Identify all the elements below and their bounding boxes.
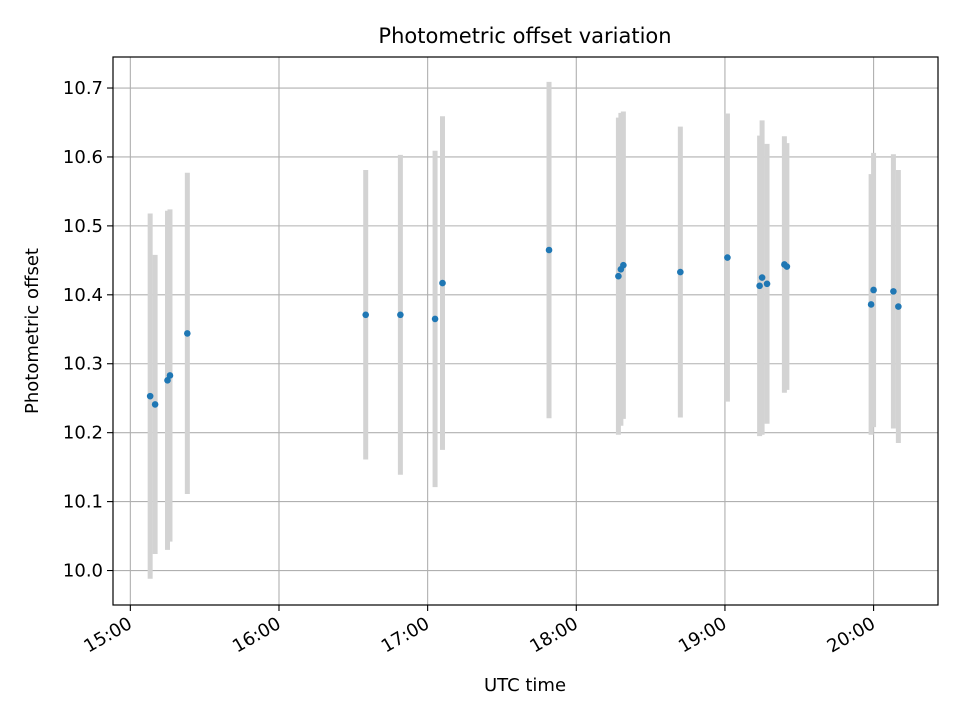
data-point: [620, 261, 627, 269]
y-tick-label: 10.1: [63, 492, 103, 513]
data-point: [895, 303, 902, 310]
y-tick-label: 10.2: [63, 423, 103, 444]
data-point: [890, 288, 897, 295]
y-tick-label: 10.4: [63, 285, 103, 306]
data-points: [146, 246, 902, 408]
data-point: [439, 279, 446, 287]
y-tick-label: 10.0: [63, 561, 103, 582]
y-tick-label: 10.5: [63, 216, 103, 237]
y-tick-label: 10.7: [63, 78, 103, 99]
data-point: [431, 315, 439, 323]
data-point: [362, 311, 370, 319]
data-point: [867, 301, 875, 308]
y-axis: 10.0 10.1 10.2 10.3 10.4 10.5 10.6 10.7: [63, 78, 113, 582]
data-point: [870, 286, 877, 294]
data-point: [545, 246, 553, 254]
data-point: [724, 254, 731, 261]
data-point: [615, 272, 622, 280]
data-point: [184, 330, 191, 337]
data-point: [397, 311, 404, 319]
data-point: [151, 401, 159, 408]
y-axis-label: Photometric offset: [22, 248, 43, 414]
data-point: [758, 274, 766, 281]
y-tick-label: 10.3: [63, 354, 103, 375]
data-point: [146, 392, 154, 400]
data-point: [783, 263, 791, 270]
data-point: [166, 372, 174, 379]
x-axis-label: UTC time: [484, 675, 566, 696]
y-tick-label: 10.6: [63, 147, 103, 168]
data-point: [756, 282, 763, 290]
plot-frame: [112, 56, 939, 606]
data-point: [677, 268, 684, 276]
chart-title: Photometric offset variation: [378, 24, 671, 48]
data-point: [763, 280, 771, 288]
